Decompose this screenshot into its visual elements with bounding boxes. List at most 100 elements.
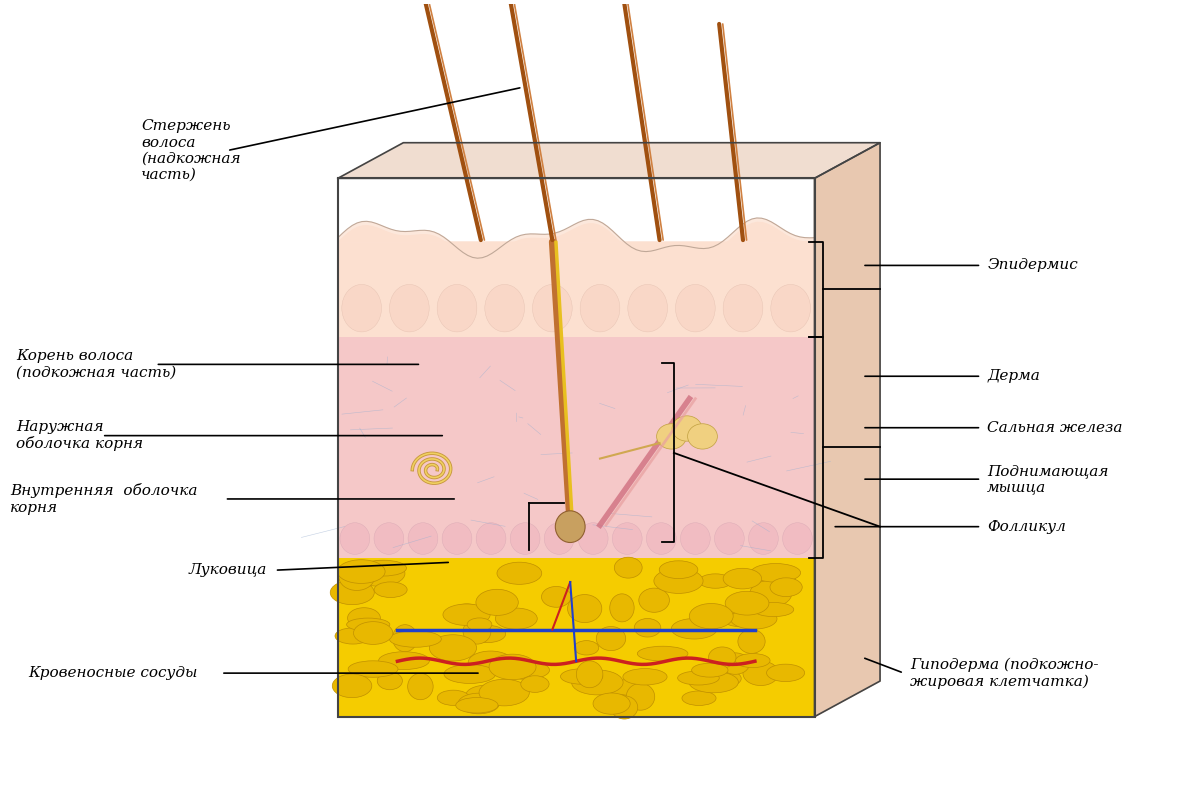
Ellipse shape bbox=[724, 285, 763, 332]
Ellipse shape bbox=[348, 608, 380, 629]
Ellipse shape bbox=[354, 622, 392, 645]
Text: Сальная железа: Сальная железа bbox=[988, 421, 1123, 434]
Ellipse shape bbox=[374, 522, 404, 554]
Ellipse shape bbox=[360, 560, 407, 576]
Ellipse shape bbox=[611, 680, 643, 698]
Ellipse shape bbox=[755, 568, 796, 595]
Ellipse shape bbox=[392, 625, 418, 652]
Text: Поднимающая
мышца: Поднимающая мышца bbox=[988, 464, 1109, 494]
Ellipse shape bbox=[680, 522, 710, 554]
Ellipse shape bbox=[463, 618, 491, 644]
Ellipse shape bbox=[476, 522, 506, 554]
Ellipse shape bbox=[672, 416, 702, 441]
Ellipse shape bbox=[466, 685, 509, 705]
Text: Корень волоса
(подкожная часть): Корень волоса (подкожная часть) bbox=[16, 350, 176, 379]
Ellipse shape bbox=[468, 651, 512, 674]
Ellipse shape bbox=[596, 626, 625, 650]
Ellipse shape bbox=[678, 671, 719, 685]
Ellipse shape bbox=[635, 618, 661, 637]
Ellipse shape bbox=[430, 634, 476, 661]
Text: Фолликул: Фолликул bbox=[988, 520, 1066, 534]
Ellipse shape bbox=[770, 285, 810, 332]
Ellipse shape bbox=[467, 618, 492, 631]
Ellipse shape bbox=[731, 609, 776, 629]
Ellipse shape bbox=[497, 562, 541, 584]
Ellipse shape bbox=[637, 646, 688, 661]
Ellipse shape bbox=[749, 522, 779, 554]
Polygon shape bbox=[815, 142, 880, 717]
Ellipse shape bbox=[638, 588, 670, 612]
Ellipse shape bbox=[623, 669, 667, 685]
Text: Дерма: Дерма bbox=[988, 370, 1040, 383]
Text: Кровеносные сосуды: Кровеносные сосуды bbox=[28, 666, 197, 680]
Ellipse shape bbox=[479, 679, 529, 706]
Ellipse shape bbox=[408, 674, 433, 700]
Ellipse shape bbox=[736, 654, 770, 668]
Text: Наружная
оболочка корня: Наружная оболочка корня bbox=[16, 420, 143, 451]
Ellipse shape bbox=[698, 574, 732, 588]
Ellipse shape bbox=[560, 669, 602, 684]
Text: Стержень
волоса
(надкожная
часть): Стержень волоса (надкожная часть) bbox=[142, 119, 241, 182]
Ellipse shape bbox=[408, 522, 438, 554]
Ellipse shape bbox=[443, 604, 490, 626]
Ellipse shape bbox=[444, 665, 496, 683]
Ellipse shape bbox=[724, 613, 757, 626]
Text: Гиподерма (подкожно-
жировая клетчатка): Гиподерма (подкожно- жировая клетчатка) bbox=[910, 658, 1098, 689]
Ellipse shape bbox=[740, 610, 774, 628]
Ellipse shape bbox=[654, 569, 703, 594]
Ellipse shape bbox=[521, 676, 550, 692]
Ellipse shape bbox=[347, 618, 390, 631]
Text: Луковица: Луковица bbox=[188, 563, 268, 578]
Ellipse shape bbox=[390, 285, 430, 332]
Ellipse shape bbox=[338, 562, 374, 590]
Ellipse shape bbox=[689, 671, 738, 693]
Ellipse shape bbox=[724, 568, 762, 589]
Ellipse shape bbox=[782, 522, 812, 554]
Ellipse shape bbox=[456, 698, 498, 713]
Ellipse shape bbox=[332, 674, 372, 698]
Ellipse shape bbox=[738, 630, 766, 654]
Ellipse shape bbox=[437, 690, 469, 706]
Ellipse shape bbox=[533, 285, 572, 332]
Ellipse shape bbox=[656, 424, 686, 449]
Ellipse shape bbox=[743, 661, 779, 686]
Ellipse shape bbox=[712, 670, 742, 686]
Ellipse shape bbox=[689, 603, 733, 629]
Ellipse shape bbox=[342, 285, 382, 332]
Ellipse shape bbox=[379, 652, 430, 670]
Ellipse shape bbox=[593, 693, 630, 714]
Ellipse shape bbox=[442, 522, 472, 554]
Ellipse shape bbox=[770, 578, 803, 597]
Ellipse shape bbox=[571, 670, 623, 695]
Ellipse shape bbox=[576, 661, 602, 688]
Ellipse shape bbox=[556, 511, 586, 542]
Ellipse shape bbox=[647, 522, 676, 554]
Ellipse shape bbox=[545, 522, 574, 554]
Ellipse shape bbox=[348, 661, 398, 678]
Ellipse shape bbox=[626, 683, 655, 710]
Ellipse shape bbox=[714, 522, 744, 554]
Ellipse shape bbox=[750, 580, 792, 607]
Polygon shape bbox=[338, 142, 880, 178]
Ellipse shape bbox=[598, 694, 638, 710]
Ellipse shape bbox=[754, 602, 793, 617]
Bar bbox=[338, 242, 815, 337]
Ellipse shape bbox=[485, 285, 524, 332]
Ellipse shape bbox=[389, 630, 442, 647]
Ellipse shape bbox=[340, 522, 370, 554]
Ellipse shape bbox=[541, 586, 571, 607]
Bar bbox=[338, 337, 815, 558]
Ellipse shape bbox=[751, 563, 800, 582]
Ellipse shape bbox=[725, 591, 769, 615]
Ellipse shape bbox=[611, 696, 637, 719]
Ellipse shape bbox=[330, 581, 374, 605]
Ellipse shape bbox=[628, 285, 667, 332]
Text: Эпидермис: Эпидермис bbox=[988, 258, 1078, 273]
Ellipse shape bbox=[688, 424, 718, 449]
Ellipse shape bbox=[721, 653, 750, 674]
Bar bbox=[338, 558, 815, 717]
Ellipse shape bbox=[682, 691, 716, 706]
Ellipse shape bbox=[502, 661, 550, 679]
Ellipse shape bbox=[659, 561, 698, 578]
Ellipse shape bbox=[580, 285, 620, 332]
